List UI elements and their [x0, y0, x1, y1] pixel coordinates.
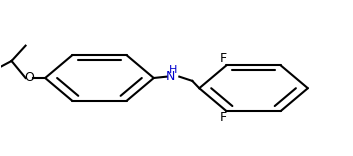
Text: N: N: [166, 70, 175, 83]
Text: F: F: [219, 52, 227, 65]
Text: H: H: [169, 65, 177, 75]
Text: F: F: [219, 111, 227, 124]
Text: O: O: [24, 71, 34, 85]
